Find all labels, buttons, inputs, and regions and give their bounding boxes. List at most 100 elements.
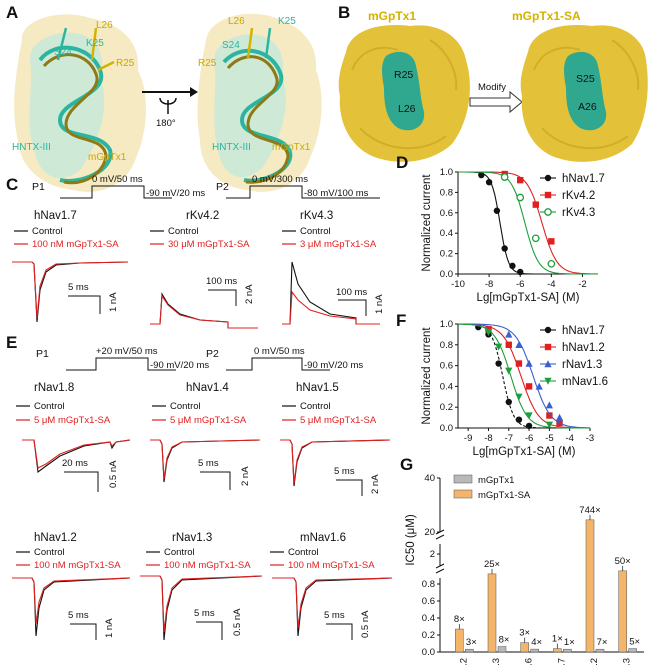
bar-mgptx1 xyxy=(628,648,637,653)
x-tick-label: -10 xyxy=(451,279,465,290)
bar-mgptx1 xyxy=(563,648,572,653)
e-r2-scale-y-1: 1 nA xyxy=(104,618,115,638)
fold-label-sa: 50× xyxy=(615,556,631,567)
x-axis-label: Lg[mGpTx1-SA] (M) xyxy=(477,292,580,304)
panel-d: D 0.0 0.2 0.4 0.6 0.8 1.0 -10 -8 -6 -4 -2 Lg[mGpTx1… xyxy=(396,153,605,304)
c-trace1-scale-y: 1 nA xyxy=(108,292,119,312)
fit-curve xyxy=(458,323,590,429)
x-tick-label: -2 xyxy=(578,279,586,290)
legend-label: hNav1.2 xyxy=(562,342,605,354)
y-axis-label: Normalized current xyxy=(421,174,433,272)
c-trace2-scale-y: 2 nA xyxy=(244,284,255,304)
x-tick-label: -4 xyxy=(565,433,573,444)
fold-label-sa: 1× xyxy=(552,634,563,645)
legend-marker xyxy=(544,191,552,199)
y-tick-label: 0.4 xyxy=(422,613,435,624)
bar-mgptx1-sa xyxy=(487,573,497,653)
e-r2-treatment-3: 100 nM mGpTx1-SA xyxy=(288,560,375,571)
panel-e-letter: E xyxy=(6,333,17,352)
fold-label-sa: 8× xyxy=(454,614,465,625)
y-tick-label: 1.0 xyxy=(440,167,453,178)
series-rKv4.2 xyxy=(458,170,598,275)
legend-swatch xyxy=(453,474,473,484)
c-p2-hold: -80 mV/100 ms xyxy=(304,188,369,199)
category-label: rKv4.2 xyxy=(589,658,600,665)
e-r1-title-3: hNav1.5 xyxy=(296,382,339,394)
modify-label: Modify xyxy=(478,82,506,93)
legend-marker xyxy=(544,360,552,368)
panel-a-letter: A xyxy=(6,3,18,22)
e-r2-control-1: Control xyxy=(34,547,65,558)
legend-label: mGpTx1-SA xyxy=(478,490,531,501)
rotation-label: 180° xyxy=(156,118,176,129)
c-trace2-scale-x: 100 ms xyxy=(206,276,237,287)
legend-marker xyxy=(544,343,552,351)
legend-label: rNav1.3 xyxy=(562,359,602,371)
e-p2-label: P2 xyxy=(206,348,219,360)
y-tick-label: 0.4 xyxy=(440,228,453,239)
bar-mgptx1-sa xyxy=(520,642,529,653)
y-tick-label: 0.0 xyxy=(440,269,453,280)
y-tick-label: 2 xyxy=(430,549,435,560)
patch-left xyxy=(382,51,425,131)
y-tick-label: 40 xyxy=(424,473,435,484)
data-point xyxy=(555,413,564,421)
residue-r25-right: R25 xyxy=(198,58,217,69)
c-p1-step: 0 mV/50 ms xyxy=(92,174,143,185)
category-label: rNav1.3 xyxy=(491,658,502,665)
category-label: mNav1.6 xyxy=(524,658,535,665)
panel-g-letter: G xyxy=(400,455,413,474)
panel-e: E P1 +20 mV/50 ms -90 mV/20 ms P2 0 mV/5… xyxy=(6,333,393,641)
e-r1-title-2: hNav1.4 xyxy=(186,382,229,394)
y-tick-label: 0.2 xyxy=(440,402,453,413)
e-r2-title-1: hNav1.2 xyxy=(34,532,77,544)
fold-label-wt: 3× xyxy=(466,637,477,648)
x-tick-label: -8 xyxy=(484,433,492,444)
legend-label: mNav1.6 xyxy=(562,376,608,388)
e-r2-control-2: Control xyxy=(164,547,195,558)
c-p2-label: P2 xyxy=(216,181,229,193)
data-point xyxy=(531,234,540,243)
residue-k25-right: K25 xyxy=(278,16,296,27)
c-trace3-scale-x: 100 ms xyxy=(336,287,367,298)
residue-r25-surface: R25 xyxy=(394,69,413,81)
bar-mgptx1-sa xyxy=(585,519,595,653)
y-tick-label: 0.0 xyxy=(422,647,435,658)
c-p2-step: 0 mV/300 ms xyxy=(252,174,308,185)
data-point xyxy=(515,416,523,423)
data-point xyxy=(517,268,524,276)
x-tick-label: -6 xyxy=(525,433,533,444)
data-point xyxy=(545,421,553,429)
residue-r25-left: R25 xyxy=(116,58,135,69)
y-tick-label: 0.8 xyxy=(440,187,453,198)
e-p1-protocol xyxy=(66,357,176,371)
c-trace2-treatment: 30 μM mGpTx1-SA xyxy=(168,239,250,250)
x-axis-label: Lg[mGpTx1-SA] (M) xyxy=(473,446,576,458)
x-tick-label: -3 xyxy=(586,433,594,444)
data-point xyxy=(501,245,508,252)
data-point xyxy=(532,201,539,208)
panel-b: B mGpTx1 mGpTx1-SA R25 L26 Modify S25 A2… xyxy=(338,3,648,162)
toxin-mgptx-right: mGpTx1 xyxy=(272,142,311,153)
structure-left xyxy=(14,14,147,192)
e-r1-control-3: Control xyxy=(300,401,331,412)
panel-f: F 0.0 0.2 0.4 0.6 0.8 1.0 -9 -8 -7 -6 -5 -4 -3 Lg[mGp… xyxy=(396,311,608,458)
residue-s24-right: S24 xyxy=(222,40,240,51)
e-r2-treatment-1: 100 nM mGpTx1-SA xyxy=(34,560,121,571)
data-point xyxy=(495,360,502,367)
c-trace1-scale-x: 5 ms xyxy=(68,282,89,293)
data-point xyxy=(478,171,485,179)
panel-b-letter: B xyxy=(338,3,350,22)
legend-marker xyxy=(544,326,552,334)
series-hNav1.7 xyxy=(458,171,598,276)
y-axis-label: Normalized current xyxy=(421,327,433,425)
c-trace1-control: Control xyxy=(32,226,63,237)
c-trace3-scale-y: 1 nA xyxy=(374,294,385,314)
c-p1-label: P1 xyxy=(32,181,45,193)
c-trace3-treatment: 3 μM mGpTx1-SA xyxy=(300,239,377,250)
e-r1-scale-y-1: 0.5 nA xyxy=(108,460,119,488)
data-point xyxy=(485,179,493,186)
residue-l26-surface: L26 xyxy=(398,103,416,115)
toxin-hntx-left: HNTX-III xyxy=(12,142,51,153)
